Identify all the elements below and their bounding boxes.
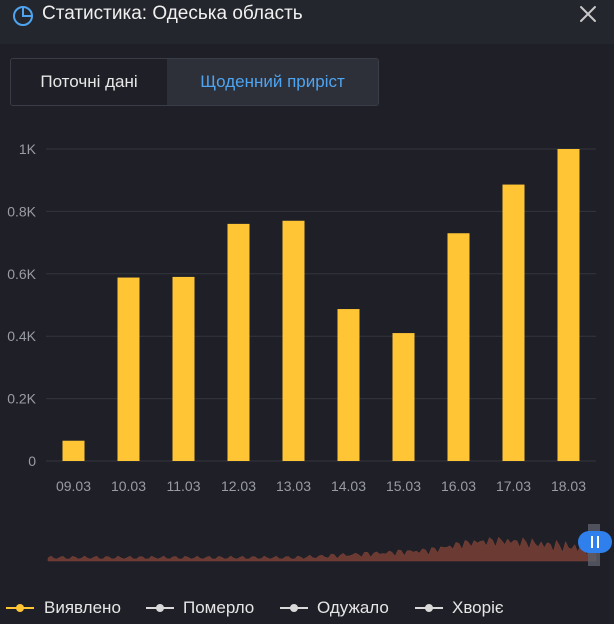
- bar-chart: 0 0.2K 0.4K 0.6K 0.8K 1K 09.03 10.03 11.03 12.03 1…: [7, 141, 596, 494]
- legend-item-detected[interactable]: Виявлено: [6, 594, 146, 622]
- brush-area: [47, 536, 597, 562]
- window-title: Статистика: Одеська область: [42, 3, 303, 24]
- tab-current-data[interactable]: Поточні дані: [11, 59, 167, 105]
- y-tick-label: 1K: [19, 141, 37, 157]
- x-tick-label: 10.03: [111, 478, 146, 494]
- legend-label: Хворіє: [452, 598, 504, 617]
- pie-chart-icon: [13, 6, 33, 26]
- bar-09.03[interactable]: [62, 440, 85, 461]
- chart-legend: Виявлено Померло Одужало Хворіє: [0, 594, 614, 622]
- y-tick-label: 0.4K: [7, 328, 36, 344]
- legend-label: Померло: [183, 598, 255, 617]
- brush-handle-icon[interactable]: [578, 531, 612, 553]
- x-tick-label: 12.03: [221, 478, 256, 494]
- legend-label: Одужало: [317, 598, 389, 617]
- x-tick-label: 18.03: [551, 478, 586, 494]
- legend-label: Виявлено: [44, 598, 121, 617]
- x-tick-label: 13.03: [276, 478, 311, 494]
- x-tick-label: 09.03: [56, 478, 91, 494]
- bar-10.03[interactable]: [117, 277, 140, 461]
- bar-18.03[interactable]: [557, 149, 580, 461]
- y-tick-label: 0.8K: [7, 203, 36, 219]
- x-tick-label: 16.03: [441, 478, 476, 494]
- x-tick-label: 15.03: [386, 478, 421, 494]
- bar-14.03[interactable]: [337, 309, 360, 461]
- tab-daily-growth[interactable]: Щоденний приріст: [167, 59, 378, 105]
- x-tick-label: 14.03: [331, 478, 366, 494]
- legend-dot: [16, 604, 24, 612]
- bar-12.03[interactable]: [227, 223, 250, 461]
- y-tick-label: 0: [28, 453, 36, 469]
- x-tick-label: 17.03: [496, 478, 531, 494]
- legend-item-recovered[interactable]: Одужало: [280, 594, 410, 622]
- x-tick-label: 11.03: [167, 478, 201, 494]
- y-tick-label: 0.2K: [7, 391, 36, 407]
- legend-item-sick[interactable]: Хворіє: [415, 594, 545, 622]
- range-brush[interactable]: [0, 518, 614, 568]
- view-tabs: Поточні дані Щоденний приріст: [10, 58, 379, 106]
- legend-dot: [290, 604, 298, 612]
- window-header: Статистика: Одеська область: [0, 0, 614, 44]
- bar-17.03[interactable]: [502, 184, 525, 461]
- bar-13.03[interactable]: [282, 220, 305, 461]
- bar-16.03[interactable]: [447, 233, 470, 461]
- legend-item-died[interactable]: Померло: [146, 594, 276, 622]
- legend-dot: [156, 604, 164, 612]
- legend-dot: [425, 604, 433, 612]
- bar-11.03[interactable]: [172, 276, 195, 461]
- close-icon[interactable]: [577, 3, 599, 25]
- bar-15.03[interactable]: [392, 333, 415, 461]
- y-tick-label: 0.6K: [7, 266, 36, 282]
